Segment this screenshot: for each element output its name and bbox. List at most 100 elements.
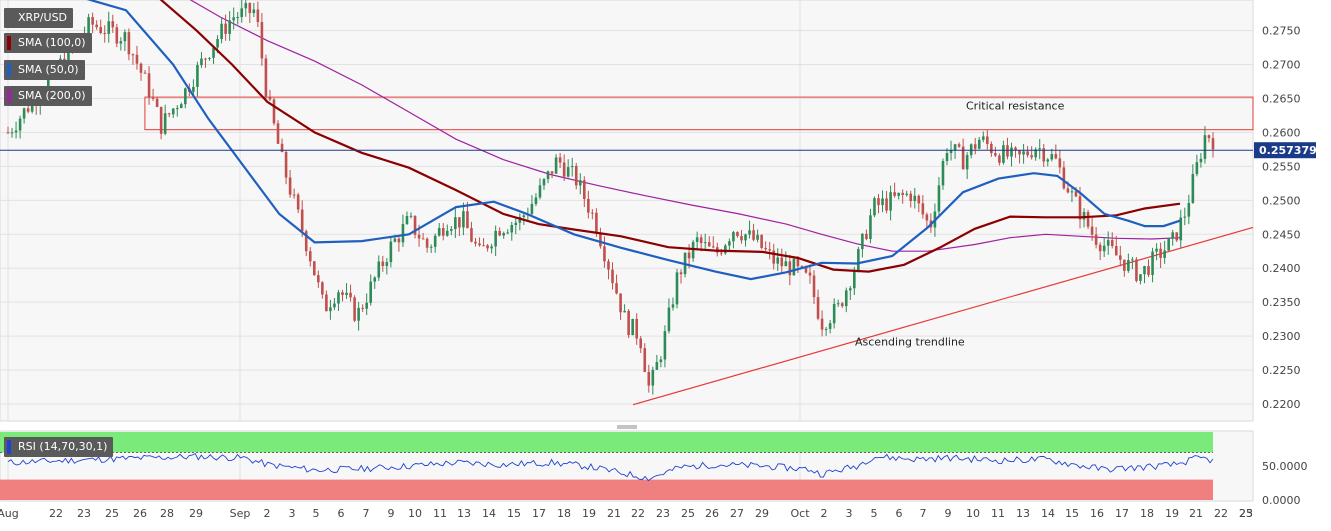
candle-body	[280, 143, 284, 152]
critical-resistance-zone	[144, 96, 1254, 131]
candle-body	[200, 58, 203, 66]
legend-sma100[interactable]: SMA (100,0)	[4, 33, 92, 53]
candle-body	[659, 359, 663, 363]
x-tick-label: 3	[846, 507, 853, 520]
candle-body	[256, 9, 260, 23]
legend-symbol-label: XRP/USD	[18, 11, 68, 24]
candle-body	[1143, 266, 1146, 275]
candle-body	[772, 250, 776, 264]
candle-body	[349, 292, 352, 298]
x-tick-label: 18	[557, 507, 571, 520]
candle-body	[901, 192, 904, 195]
legend-symbol[interactable]: XRP/USD	[4, 8, 74, 28]
candle-body	[321, 282, 324, 295]
candle-body	[208, 57, 211, 59]
x-tick-label: 28	[160, 507, 174, 520]
legend-sma200[interactable]: SMA (200,0)	[4, 86, 92, 106]
candle-body	[599, 233, 602, 247]
candle-body	[14, 130, 18, 133]
candle-body	[857, 249, 860, 271]
candle-body	[784, 261, 788, 267]
candle-body	[603, 246, 606, 262]
candle-body	[728, 241, 731, 246]
candle-body	[514, 222, 518, 226]
candle-body	[490, 246, 493, 249]
legend-sma100-label: SMA (100,0)	[18, 36, 86, 49]
candle-body	[671, 304, 675, 308]
candle-body	[611, 269, 614, 284]
candle-body	[1119, 255, 1122, 260]
current-price-label: 0.257379	[1259, 144, 1317, 157]
rsi-y-tick-label: 0.0000	[1262, 494, 1301, 507]
candle-body	[1127, 260, 1130, 271]
candle-body	[184, 88, 187, 105]
candle-body	[655, 362, 659, 370]
candle-body	[707, 242, 711, 247]
candle-body	[578, 180, 582, 186]
candle-body	[381, 261, 385, 267]
candle-body	[1159, 248, 1162, 258]
candle-body	[179, 104, 183, 109]
candle-body	[921, 203, 925, 215]
candle-body	[861, 233, 864, 250]
candle-body	[752, 230, 755, 240]
candle-body	[583, 180, 586, 199]
candle-body	[873, 198, 876, 216]
x-tick-label: 15	[1065, 507, 1079, 520]
candle-body	[812, 275, 816, 298]
candle-body	[925, 214, 929, 221]
legend-sma50[interactable]: SMA (50,0)	[4, 60, 85, 80]
x-tick-label: 7	[920, 507, 927, 520]
candle-body	[224, 23, 227, 34]
candle-body	[22, 108, 26, 119]
candle-body	[498, 230, 501, 236]
x-tick-label: 2	[821, 507, 828, 520]
candle-body	[1110, 240, 1114, 247]
candle-body	[973, 144, 977, 149]
rsi-line	[7, 452, 1214, 482]
legend-rsi[interactable]: RSI (14,70,30,1)	[4, 437, 114, 457]
candle-body	[345, 292, 348, 296]
y-tick-label: 0.2550	[1262, 160, 1301, 173]
candle-body	[401, 224, 405, 243]
candle-body	[151, 97, 155, 99]
candle-body	[804, 266, 808, 273]
candle-body	[361, 307, 364, 309]
candle-body	[413, 215, 417, 235]
candle-body	[1090, 226, 1094, 235]
candle-body	[482, 245, 485, 247]
x-tick-label: 29	[755, 507, 769, 520]
candle-body	[828, 323, 832, 329]
candle-body	[554, 157, 558, 174]
candle-body	[570, 166, 574, 168]
candle-body	[917, 195, 921, 204]
candle-body	[276, 123, 280, 144]
legend-sma200-swatch	[7, 89, 11, 103]
candle-body	[6, 132, 10, 134]
candle-body	[945, 153, 949, 162]
candle-body	[748, 230, 751, 235]
candle-body	[1151, 251, 1154, 275]
candle-body	[292, 194, 296, 196]
candle-body	[768, 249, 771, 251]
candle-body	[647, 371, 651, 386]
candle-body	[623, 310, 626, 313]
x-tick-label: 10	[966, 507, 980, 520]
candle-body	[909, 193, 913, 202]
candle-body	[260, 22, 264, 59]
candle-body	[494, 230, 497, 247]
candle-body	[566, 167, 570, 177]
candles	[6, 0, 1215, 395]
candle-body	[99, 27, 102, 34]
legend-sma100-swatch	[7, 36, 11, 50]
x-tick-label: 5	[871, 507, 878, 520]
candle-body	[425, 238, 429, 248]
x-tick-label: 11	[991, 507, 1005, 520]
candle-body	[163, 113, 167, 134]
candle-body	[409, 215, 413, 217]
y-tick-label: 0.2200	[1262, 398, 1301, 411]
candle-body	[87, 17, 90, 34]
candle-body	[1098, 244, 1102, 252]
candle-body	[462, 211, 465, 228]
